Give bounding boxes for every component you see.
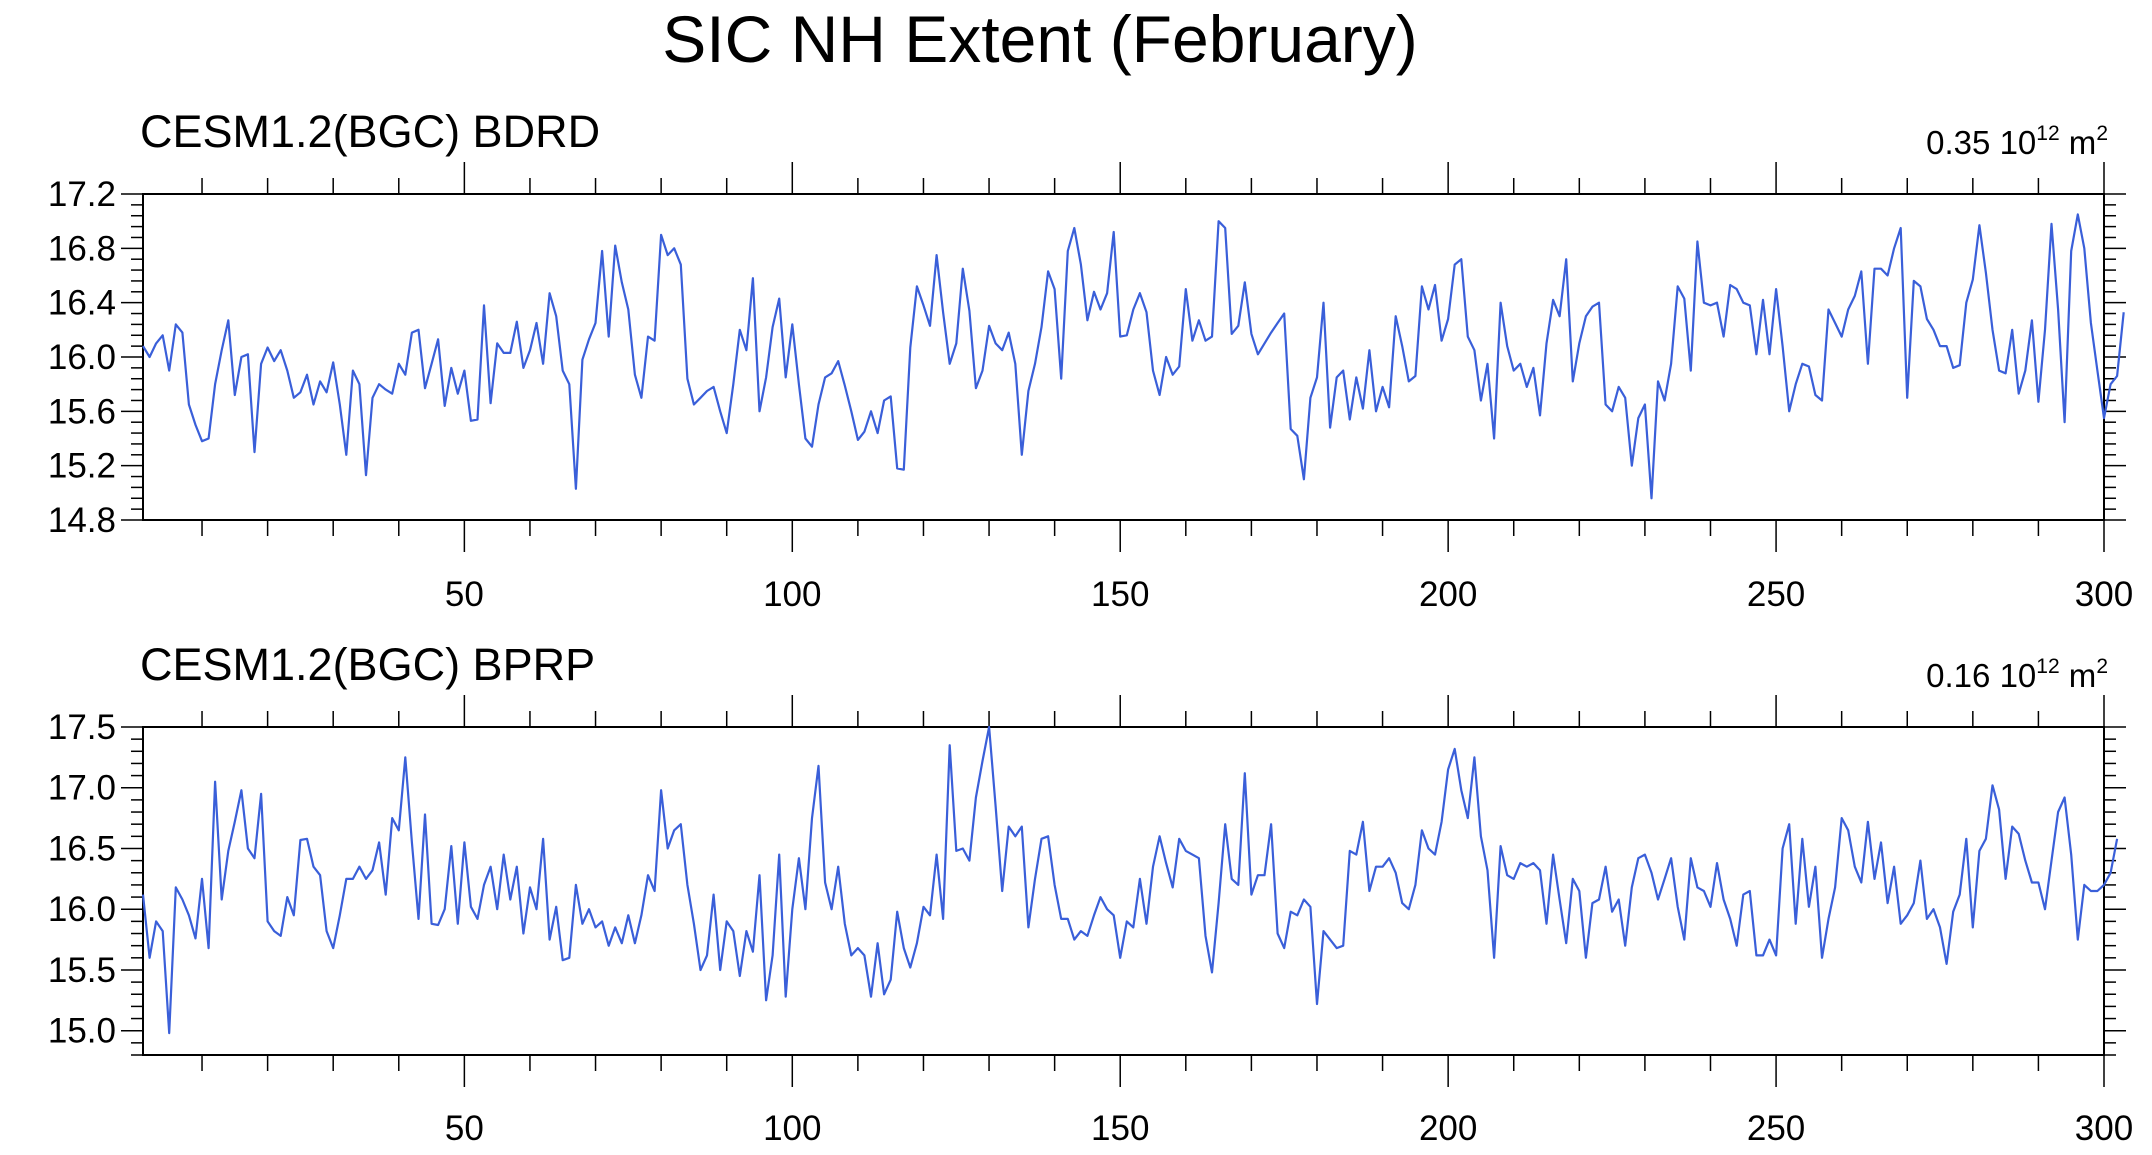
annotation-exp: 12 (2036, 655, 2059, 678)
tick-marks (121, 695, 2126, 1087)
y-tick-label: 16.0 (48, 890, 116, 929)
tick-marks (121, 162, 2126, 552)
panel-annotation: 0.35 1012 m2 (1926, 122, 2108, 161)
figure-title: SIC NH Extent (February) (662, 2, 1418, 76)
y-tick-label: 15.5 (48, 951, 116, 990)
x-tick-label: 300 (2075, 1109, 2133, 1148)
series-line (142, 213, 2125, 500)
x-tick-label: 50 (445, 575, 484, 614)
annotation-base: 10 (2000, 657, 2037, 694)
y-tick-label: 16.0 (48, 338, 116, 377)
annotation-unit-exp: 2 (2096, 122, 2108, 145)
y-tick-label: 15.0 (48, 1012, 116, 1051)
annotation-unit-exp: 2 (2096, 655, 2108, 678)
x-tick-label: 150 (1091, 575, 1149, 614)
annotation-value: 0.16 (1926, 657, 1999, 694)
y-tick-label: 17.0 (48, 769, 116, 808)
plot-frame (142, 193, 2105, 521)
series-line (141, 725, 2119, 1035)
y-tick-label: 15.2 (48, 447, 116, 486)
annotation-base: 10 (2000, 124, 2037, 161)
x-tick-label: 100 (763, 575, 821, 614)
annotation-exp: 12 (2036, 122, 2059, 145)
panel-title: CESM1.2(BGC) BPRP (140, 639, 595, 690)
y-tick-label: 17.2 (48, 175, 116, 214)
x-tick-label: 250 (1747, 1109, 1805, 1148)
y-tick-label: 16.4 (48, 284, 116, 323)
x-tick-label: 150 (1091, 1109, 1149, 1148)
annotation-unit: m (2060, 657, 2097, 694)
y-tick-label: 15.6 (48, 392, 116, 431)
y-tick-label: 14.8 (48, 501, 116, 540)
annotation-unit: m (2060, 124, 2097, 161)
x-tick-label: 200 (1419, 575, 1477, 614)
annotation-value: 0.35 (1926, 124, 1999, 161)
x-tick-label: 50 (445, 1109, 484, 1148)
plot-frame (142, 726, 2105, 1056)
x-tick-label: 200 (1419, 1109, 1477, 1148)
y-tick-label: 17.5 (48, 708, 116, 747)
y-tick-label: 16.8 (48, 229, 116, 268)
x-tick-label: 250 (1747, 575, 1805, 614)
x-tick-label: 100 (763, 1109, 821, 1148)
x-tick-label: 300 (2075, 575, 2133, 614)
panel-title: CESM1.2(BGC) BDRD (140, 106, 600, 157)
y-tick-label: 16.5 (48, 829, 116, 868)
panel-annotation: 0.16 1012 m2 (1926, 655, 2108, 694)
